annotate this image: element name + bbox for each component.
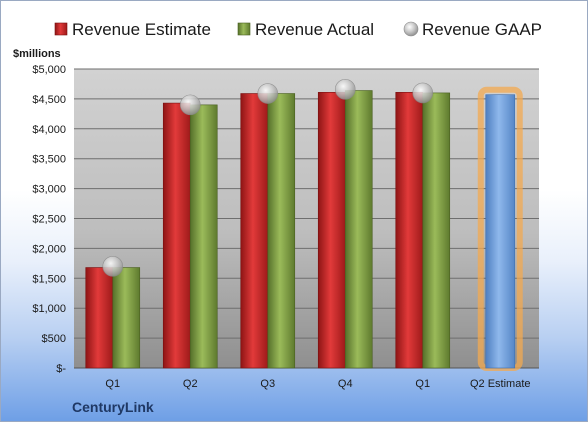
legend-swatch-actual bbox=[237, 22, 251, 36]
gaap-marker bbox=[102, 256, 124, 277]
y-axis-label: $millions bbox=[13, 48, 61, 60]
gaap-marker bbox=[412, 82, 434, 104]
gaap-markers bbox=[102, 79, 434, 277]
x-tick-label: Q4 bbox=[338, 378, 353, 390]
y-tick-label: $1,000 bbox=[32, 303, 66, 315]
estimate-bar bbox=[85, 267, 114, 369]
y-tick-label: $500 bbox=[42, 333, 66, 345]
y-tick-label: $5,000 bbox=[32, 64, 66, 76]
actual-bar bbox=[344, 90, 373, 369]
company-name: CenturyLink bbox=[72, 399, 154, 415]
bars bbox=[85, 86, 523, 372]
estimate-bar bbox=[317, 92, 346, 369]
x-tick-label: Q1 bbox=[415, 378, 430, 390]
actual-bar bbox=[112, 267, 141, 369]
y-tick-label: $4,500 bbox=[32, 94, 66, 106]
legend-label: Revenue Estimate bbox=[72, 20, 211, 39]
y-tick-label: $4,000 bbox=[32, 124, 66, 136]
legend-swatch-estimate bbox=[54, 22, 68, 36]
legend: Revenue Estimate Revenue Actual Revenue GA… bbox=[54, 20, 542, 39]
legend-label: Revenue Actual bbox=[255, 20, 374, 39]
y-tick-label: $3,500 bbox=[32, 154, 66, 166]
gaap-marker bbox=[334, 79, 356, 100]
gridlines bbox=[74, 68, 539, 369]
estimate-bar bbox=[240, 93, 269, 369]
x-tick-label: Q1 bbox=[105, 378, 120, 390]
estimate-bar bbox=[395, 92, 424, 369]
actual-bar bbox=[189, 104, 218, 369]
actual-bar bbox=[267, 93, 296, 369]
x-axis-ticks: Q1 Q2 Q3 Q4 Q1 Q2 Estimate bbox=[105, 378, 530, 390]
y-tick-label: $2,000 bbox=[32, 243, 66, 255]
gaap-marker bbox=[179, 94, 201, 116]
y-axis-ticks: $- $500 $1,000 $1,500 $2,000 $2,500 $3,000 $3,5… bbox=[32, 64, 66, 375]
actual-bar bbox=[422, 92, 451, 369]
x-tick-label: Q2 bbox=[183, 378, 198, 390]
estimate-bar bbox=[162, 102, 191, 369]
x-tick-label: Q2 Estimate bbox=[470, 378, 531, 390]
y-tick-label: $3,000 bbox=[32, 184, 66, 196]
y-tick-label: $- bbox=[56, 363, 66, 375]
legend-swatch-gaap bbox=[403, 21, 419, 37]
q2-estimate-bar bbox=[485, 94, 516, 369]
gaap-marker bbox=[257, 83, 279, 104]
x-tick-label: Q3 bbox=[260, 378, 275, 390]
y-tick-label: $2,500 bbox=[32, 214, 66, 226]
legend-label: Revenue GAAP bbox=[422, 20, 542, 39]
y-tick-label: $1,500 bbox=[32, 273, 66, 285]
